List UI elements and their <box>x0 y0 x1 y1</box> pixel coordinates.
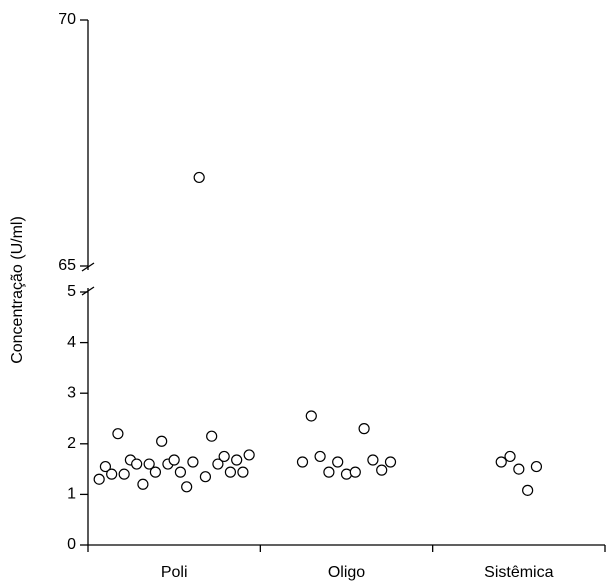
data-point <box>187 456 199 468</box>
data-point <box>384 456 397 468</box>
x-tick-label: Oligo <box>328 564 365 581</box>
data-point <box>376 464 388 476</box>
data-point <box>495 456 507 468</box>
y-tick-label: 5 <box>67 283 76 300</box>
y-tick-label: 0 <box>67 536 76 553</box>
data-point <box>504 450 516 463</box>
data-point <box>243 449 255 461</box>
data-point <box>106 468 118 480</box>
data-point <box>99 460 112 473</box>
data-point <box>93 473 105 485</box>
data-point <box>237 466 249 478</box>
data-point <box>143 458 155 470</box>
data-point <box>513 463 525 475</box>
data-point <box>131 458 143 470</box>
y-tick-label: 65 <box>58 257 76 274</box>
x-tick-label: Poli <box>161 564 188 581</box>
data-point <box>323 466 335 478</box>
data-point <box>530 460 543 473</box>
data-point <box>156 435 168 447</box>
data-point <box>224 466 237 478</box>
data-point <box>181 481 193 493</box>
data-point <box>314 450 326 463</box>
y-axis-label: Concentração (U/ml) <box>9 216 26 364</box>
y-tick-label: 3 <box>67 384 76 401</box>
data-point <box>199 471 212 483</box>
data-point <box>118 468 130 480</box>
data-point <box>305 410 317 422</box>
y-tick-label: 1 <box>67 486 76 503</box>
data-point <box>112 428 124 440</box>
axis-break <box>81 262 95 272</box>
data-point <box>349 466 361 478</box>
data-point <box>193 171 205 184</box>
data-point <box>332 456 344 468</box>
data-point <box>296 456 309 468</box>
data-point <box>174 466 187 478</box>
data-point <box>231 454 243 466</box>
axis-break <box>81 286 95 296</box>
data-point <box>149 466 162 478</box>
data-point <box>206 430 218 442</box>
data-point <box>367 454 379 466</box>
x-tick-label: Sistêmica <box>484 564 553 581</box>
data-point <box>168 454 180 466</box>
data-point <box>358 423 370 435</box>
y-tick-label: 70 <box>58 11 76 28</box>
data-point <box>218 450 230 463</box>
y-tick-label: 4 <box>67 334 76 351</box>
data-point <box>212 458 224 470</box>
data-point <box>137 478 149 490</box>
y-tick-label: 2 <box>67 435 76 452</box>
data-point <box>522 484 534 496</box>
